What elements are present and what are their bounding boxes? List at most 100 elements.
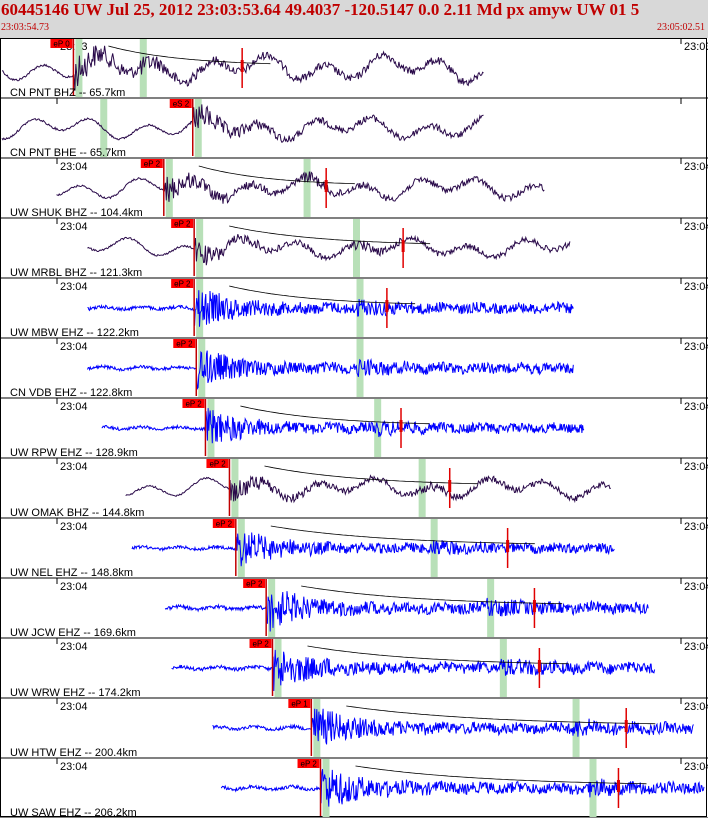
- minute-label: 23:04: [60, 281, 88, 293]
- coda-curve: [270, 525, 535, 545]
- channel-label: UW OMAK BHZ -- 144.8km: [10, 507, 144, 519]
- channel-label: CN VDB EHZ -- 122.8km: [10, 387, 132, 399]
- trace-row[interactable]: 23:04 23:04 eP 2 UW WRW EHZ -- 174.2km: [0, 638, 708, 699]
- phase-pick-flag[interactable]: [140, 159, 163, 168]
- waveform: [164, 591, 649, 632]
- minute-label: 23:04: [60, 221, 88, 233]
- trace-row[interactable]: 23:04 23:04 eP 2 UW MRBL BHZ -- 121.3km: [0, 218, 708, 279]
- phase-pick-label: eP 2: [174, 220, 191, 229]
- phase-pick-label: eP 2: [185, 400, 202, 409]
- trace-row[interactable]: 23:04 23:04 eP 2 UW RPW EHZ -- 128.9km: [0, 398, 708, 459]
- phase-pick-label: eP 2: [144, 160, 161, 169]
- phase-pick-flag[interactable]: [171, 219, 194, 228]
- s-window: [303, 159, 311, 217]
- minute-label: 23:04: [60, 401, 88, 413]
- phase-pick-flag[interactable]: [249, 639, 272, 648]
- waveform: [87, 350, 574, 390]
- minute-label-right: 23:04: [684, 461, 708, 473]
- coda-end-handle[interactable]: [532, 600, 536, 612]
- trace-row[interactable]: 23:04 23:04 eP 2 UW NEL EHZ -- 148.8km: [0, 518, 708, 579]
- trace-row[interactable]: 23:04 23:04 eP 2 UW SHUK BHZ -- 104.4km: [0, 158, 708, 219]
- phase-pick-label: eP 2: [209, 460, 226, 469]
- channel-label: UW SHUK BHZ -- 104.4km: [10, 207, 143, 219]
- phase-pick-flag[interactable]: [212, 519, 235, 528]
- phase-pick-flag[interactable]: [182, 399, 205, 408]
- phase-pick-label: eP 1: [291, 700, 308, 709]
- waveform: [131, 532, 615, 567]
- coda-curve: [198, 165, 355, 185]
- phase-pick-flag[interactable]: [288, 699, 311, 708]
- phase-pick-flag[interactable]: [243, 579, 266, 588]
- minute-label-right: 23:04: [684, 341, 708, 353]
- minute-label-right: 23:04: [684, 641, 708, 653]
- channel-label: UW WRW EHZ -- 174.2km: [10, 687, 141, 699]
- p-window: [237, 519, 245, 577]
- coda-end-handle[interactable]: [624, 720, 628, 732]
- coda-curve: [346, 705, 656, 725]
- trace-row[interactable]: 23:04 23:04 eP 2 UW MBW EHZ -- 122.2km: [0, 278, 708, 339]
- coda-end-handle[interactable]: [324, 180, 328, 192]
- trace-row[interactable]: 23:04 23:04 eP 1 UW HTW EHZ -- 200.4km: [0, 698, 708, 759]
- phase-pick-label: eP 2: [301, 760, 318, 769]
- channel-label: UW NEL EHZ -- 148.8km: [10, 567, 133, 579]
- coda-end-handle[interactable]: [616, 780, 620, 792]
- channel-label: UW HTW EHZ -- 200.4km: [10, 747, 137, 759]
- start-time-label: 23:03:54.73: [1, 22, 50, 33]
- channel-label: UW SAW EHZ -- 206.2km: [10, 807, 137, 818]
- p-window: [313, 699, 321, 757]
- trace-row[interactable]: 23:04 23:04 eP 2 UW OMAK BHZ -- 144.8km: [0, 458, 708, 519]
- phase-pick-flag[interactable]: [50, 39, 73, 48]
- minute-label-right: 23:04: [684, 161, 708, 173]
- minute-label-right: 23:04: [684, 281, 708, 293]
- waveform: [56, 171, 545, 204]
- minute-label: 23:04: [60, 341, 88, 353]
- coda-end-handle[interactable]: [506, 540, 510, 552]
- phase-pick-flag[interactable]: [173, 339, 196, 348]
- phase-pick-label: eP 2: [216, 520, 233, 529]
- event-header: 60445146 UW Jul 25, 2012 23:03:53.64 49.…: [0, 0, 708, 38]
- waveform: [212, 708, 694, 745]
- phase-pick-flag[interactable]: [297, 759, 320, 768]
- trace-row[interactable]: 23:04 23:04 eP 2 UW SAW EHZ -- 206.2km: [0, 758, 708, 818]
- trace-row[interactable]: 23:0323:03eP 0CN PNT BHZ -- 65.7km: [0, 38, 708, 99]
- minute-label: 23:04: [60, 581, 88, 593]
- s-window: [499, 639, 507, 697]
- trace-row[interactable]: 23:04 23:04 eP 2 CN VDB EHZ -- 122.8km: [0, 338, 708, 399]
- phase-pick-flag[interactable]: [206, 459, 229, 468]
- minute-label-right: 23:04: [684, 761, 708, 773]
- coda-end-handle[interactable]: [385, 300, 389, 312]
- coda-end-handle[interactable]: [401, 240, 405, 252]
- phase-pick-label: eP 2: [174, 280, 191, 289]
- coda-end-handle[interactable]: [537, 660, 541, 672]
- waveform: [101, 408, 585, 444]
- coda-end-handle[interactable]: [240, 60, 244, 72]
- phase-pick-flag[interactable]: [169, 99, 192, 108]
- channel-label: UW JCW EHZ -- 169.6km: [10, 627, 136, 639]
- plot-frame: [0, 38, 707, 817]
- coda-curve: [307, 645, 569, 665]
- trace-row[interactable]: eS 2 CN PNT BHE -- 65.7km: [0, 98, 708, 159]
- phase-pick-label: eP 2: [253, 640, 270, 649]
- phase-pick-label: eP 2: [246, 580, 263, 589]
- coda-curve: [264, 465, 478, 485]
- waveform: [125, 474, 611, 504]
- minute-label-right: 23:04: [684, 401, 708, 413]
- minute-label: 23:04: [60, 761, 88, 773]
- waveform: [171, 649, 656, 692]
- waveform: [87, 290, 574, 327]
- phase-pick-flag[interactable]: [171, 279, 194, 288]
- waveform: [87, 234, 571, 266]
- channel-label: UW MRBL BHZ -- 121.3km: [10, 267, 142, 279]
- coda-end-handle[interactable]: [399, 420, 403, 432]
- coda-end-handle[interactable]: [448, 480, 452, 492]
- s-window: [589, 759, 597, 817]
- coda-curve: [240, 405, 430, 425]
- trace-row[interactable]: 23:04 23:04 eP 2 UW JCW EHZ -- 169.6km: [0, 578, 708, 639]
- waveform: [220, 769, 705, 807]
- minute-label-right: 23:04: [684, 701, 708, 713]
- minute-label: 23:04: [60, 161, 88, 173]
- channel-label: UW MBW EHZ -- 122.2km: [10, 327, 139, 339]
- waveform: [1, 104, 484, 144]
- minute-label-right: 23:04: [684, 581, 708, 593]
